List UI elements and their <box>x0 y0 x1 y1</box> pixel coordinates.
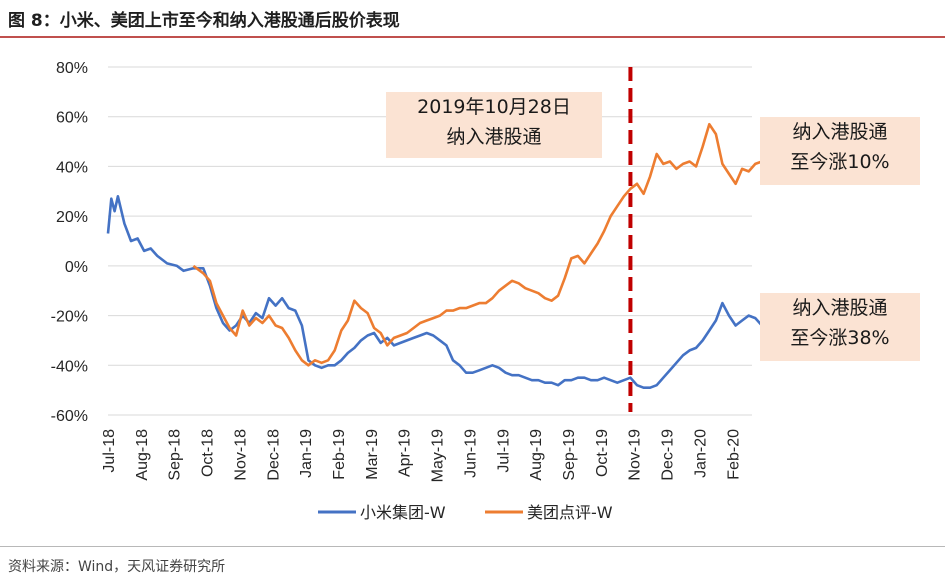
x-tick-label: Jan-19 <box>298 429 315 478</box>
legend-label: 小米集团-W <box>360 503 446 522</box>
series-line-xiaomi <box>106 195 763 389</box>
x-tick-label: Aug-19 <box>528 429 545 481</box>
xiaomi-annotation-line1: 纳入港股通 <box>792 297 888 319</box>
x-tick-label: Nov-19 <box>627 429 644 481</box>
x-tick-label: Oct-19 <box>594 429 611 477</box>
y-tick-label: 0% <box>65 259 88 276</box>
x-tick-label: Feb-19 <box>331 429 348 480</box>
x-tick-label: Jul-18 <box>101 429 118 473</box>
xiaomi-annotation-line2: 至今涨38% <box>790 327 890 349</box>
meituan-annotation: 纳入港股通 至今涨10% <box>760 117 920 185</box>
x-tick-label: Dec-19 <box>660 429 677 481</box>
x-tick-label: Oct-18 <box>200 429 217 477</box>
series-line-meituan <box>192 122 763 367</box>
y-tick-label: 40% <box>56 159 88 176</box>
y-tick-label: 60% <box>56 110 88 127</box>
x-tick-label: May-19 <box>430 429 447 482</box>
x-tick-label: Jun-19 <box>462 429 479 478</box>
y-tick-label: 20% <box>56 209 88 226</box>
x-tick-label: Jul-19 <box>495 429 512 473</box>
legend: 小米集团-W 美团点评-W <box>318 503 613 522</box>
event-annotation: 2019年10月28日 纳入港股通 <box>386 92 602 158</box>
y-tick-label: 80% <box>56 60 88 77</box>
x-tick-label: Dec-18 <box>265 429 282 481</box>
y-tick-label: -20% <box>51 309 88 326</box>
figure-title: 图 8：小米、美团上市至今和纳入港股通后股价表现 <box>8 11 400 31</box>
x-tick-label: Sep-18 <box>167 429 184 481</box>
event-annotation-label: 纳入港股通 <box>446 126 542 148</box>
x-tick-label: Nov-18 <box>232 429 249 481</box>
x-tick-label: Feb-20 <box>725 429 742 480</box>
x-tick-label: Aug-18 <box>134 429 151 481</box>
x-tick-label: Sep-19 <box>561 429 578 481</box>
xiaomi-annotation: 纳入港股通 至今涨38% <box>760 293 920 361</box>
source-rule <box>0 546 945 547</box>
series-lines <box>106 122 763 389</box>
meituan-annotation-line1: 纳入港股通 <box>792 121 888 143</box>
gridlines <box>108 66 752 416</box>
y-axis-ticks: 80% 60% 40% 20% 0% -20% -40% -60% <box>51 60 88 425</box>
x-tick-label: Apr-19 <box>397 429 414 477</box>
event-annotation-date: 2019年10月28日 <box>417 96 571 118</box>
x-axis-ticks: Jul-18 Aug-18 Sep-18 Oct-18 Nov-18 Dec-18 Jan-… <box>101 429 742 482</box>
y-tick-label: -40% <box>51 358 88 375</box>
title-rule <box>0 36 945 38</box>
x-tick-label: Mar-19 <box>364 429 381 480</box>
line-chart: 80% 60% 40% 20% 0% -20% -40% -60% Jul-18 Aug-18 S… <box>51 60 763 522</box>
x-tick-label: Jan-20 <box>692 429 709 478</box>
y-tick-label: -60% <box>51 408 88 425</box>
legend-label: 美团点评-W <box>527 503 613 522</box>
meituan-annotation-line2: 至今涨10% <box>790 151 890 173</box>
source-note: 资料来源：Wind，天风证券研究所 <box>8 559 226 575</box>
